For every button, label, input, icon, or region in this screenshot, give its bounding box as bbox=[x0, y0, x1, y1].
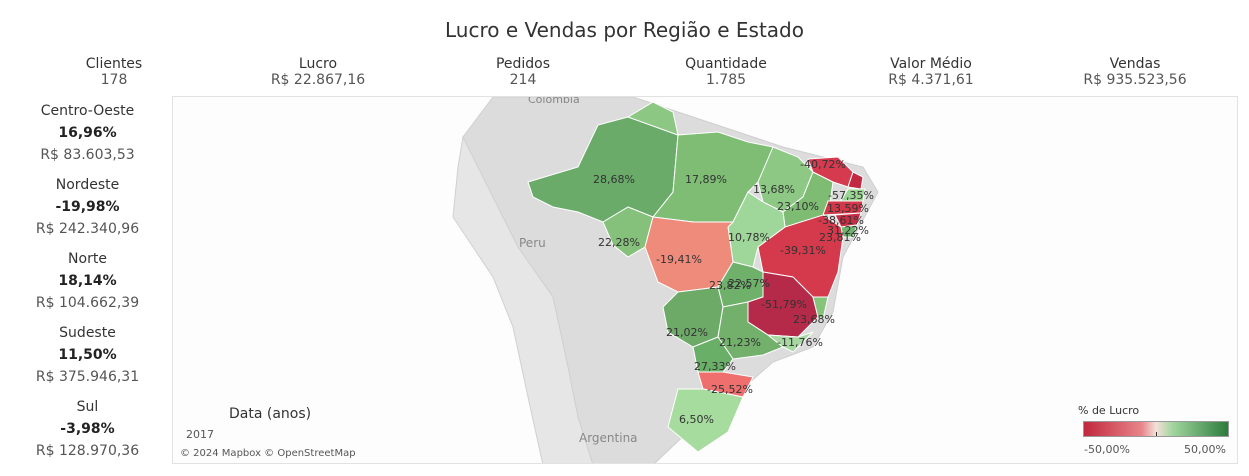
state-label: 10,78% bbox=[728, 231, 770, 244]
legend-gradient-bar bbox=[1083, 421, 1229, 437]
legend-max-label: 50,00% bbox=[1184, 443, 1226, 456]
state-rio-de-janeiro[interactable] bbox=[766, 331, 814, 353]
region-nordeste[interactable]: Nordeste -19,98% R$ 242.340,96 bbox=[0, 174, 175, 240]
legend-min-label: -50,00% bbox=[1084, 443, 1130, 456]
region-sales: R$ 83.603,53 bbox=[40, 147, 135, 163]
state-label: 27,33% bbox=[694, 360, 736, 373]
state-label: 23,82% bbox=[709, 279, 751, 292]
dashboard-title: Lucro e Vendas por Região e Estado bbox=[444, 18, 804, 42]
kpi-label: Lucro bbox=[298, 56, 338, 72]
state-roraima[interactable] bbox=[626, 101, 679, 136]
region-profit-pct: -3,98% bbox=[60, 421, 115, 437]
country-label: Peru bbox=[519, 236, 546, 250]
kpi-value: R$ 22.867,16 bbox=[270, 72, 366, 88]
region-name: Nordeste bbox=[55, 177, 120, 193]
map-canvas[interactable]: Colombia Peru Argentina bbox=[173, 97, 1238, 464]
kpi-vendas: Vendas R$ 935.523,56 bbox=[1035, 56, 1235, 89]
kpi-value: R$ 4.371,61 bbox=[888, 72, 974, 88]
map-attribution[interactable]: © 2024 Mapbox © OpenStreetMap bbox=[180, 448, 356, 459]
profit-color-legend: % de Lucro -50,00% 50,00% bbox=[1078, 404, 1238, 456]
state-labels: 28,68% 17,89% 13,68% -40,72% -57,35% 23,… bbox=[593, 158, 874, 426]
state-label: 6,50% bbox=[679, 413, 714, 426]
kpi-value: 1.785 bbox=[705, 72, 747, 88]
state-label: 21,02% bbox=[666, 326, 708, 339]
country-label: Colombia bbox=[528, 97, 580, 106]
state-label: 22,28% bbox=[598, 236, 640, 249]
state-label: -38,61% bbox=[818, 214, 864, 227]
state-rio-grande-do-sul[interactable] bbox=[667, 388, 744, 453]
year-filter-label: Data (anos) bbox=[229, 406, 312, 422]
legend-title: % de Lucro bbox=[1078, 404, 1140, 417]
kpi-quantidade: Quantidade 1.785 bbox=[626, 56, 826, 89]
state-label: 21,23% bbox=[719, 336, 761, 349]
state-label: 31,22% bbox=[827, 224, 869, 237]
state-label: 23,81% bbox=[819, 231, 861, 244]
state-label: -57,35% bbox=[828, 189, 874, 202]
region-profit-pct: 11,50% bbox=[58, 347, 117, 363]
region-sudeste[interactable]: Sudeste 11,50% R$ 375.946,31 bbox=[0, 322, 175, 388]
kpi-valor-medio: Valor Médio R$ 4.371,61 bbox=[831, 56, 1031, 89]
state-label: 13,68% bbox=[753, 183, 795, 196]
state-espirito-santo[interactable] bbox=[812, 296, 829, 320]
state-label: -19,41% bbox=[656, 253, 702, 266]
kpi-value: 178 bbox=[100, 72, 128, 88]
state-label: 22,57% bbox=[728, 277, 770, 290]
state-label: 28,68% bbox=[593, 173, 635, 186]
region-name: Sul bbox=[76, 399, 99, 415]
state-label: -40,72% bbox=[800, 158, 846, 171]
kpi-label: Vendas bbox=[1109, 56, 1161, 72]
state-label: -51,79% bbox=[761, 298, 807, 311]
state-label: 23,68% bbox=[793, 313, 835, 326]
region-norte[interactable]: Norte 18,14% R$ 104.662,39 bbox=[0, 248, 175, 314]
state-label: 17,89% bbox=[685, 173, 727, 186]
region-name: Centro-Oeste bbox=[40, 103, 135, 119]
year-filter-value[interactable]: 2017 bbox=[186, 428, 214, 441]
kpi-lucro: Lucro R$ 22.867,16 bbox=[218, 56, 418, 89]
region-name: Norte bbox=[68, 251, 107, 267]
state-label: 23,10% bbox=[777, 200, 819, 213]
region-name: Sudeste bbox=[59, 325, 116, 341]
legend-midpoint-tick bbox=[1156, 432, 1157, 436]
region-profit-pct: 18,14% bbox=[58, 273, 117, 289]
state-label: 13,59% bbox=[827, 202, 869, 215]
region-sales: R$ 128.970,36 bbox=[35, 443, 140, 459]
region-sales: R$ 104.662,39 bbox=[35, 295, 140, 311]
kpi-value: R$ 935.523,56 bbox=[1083, 72, 1187, 88]
region-sul[interactable]: Sul -3,98% R$ 128.970,36 bbox=[0, 396, 175, 462]
andes-region bbox=[452, 135, 593, 463]
region-centro-oeste[interactable]: Centro-Oeste 16,96% R$ 83.603,53 bbox=[0, 100, 175, 166]
region-sales: R$ 375.946,31 bbox=[35, 369, 140, 385]
brazil-profit-map[interactable]: Colombia Peru Argentina bbox=[172, 96, 1238, 464]
region-profit-pct: -19,98% bbox=[55, 199, 120, 215]
kpi-label: Pedidos bbox=[495, 56, 551, 72]
region-sales: R$ 242.340,96 bbox=[35, 221, 140, 237]
region-profit-pct: 16,96% bbox=[58, 125, 117, 141]
kpi-value: 214 bbox=[509, 72, 537, 88]
state-label: -25,52% bbox=[707, 383, 753, 396]
kpi-label: Valor Médio bbox=[890, 56, 972, 72]
state-label: -11,76% bbox=[777, 336, 823, 349]
kpi-label: Clientes bbox=[85, 56, 143, 72]
country-label: Argentina bbox=[579, 431, 638, 445]
kpi-pedidos: Pedidos 214 bbox=[423, 56, 623, 89]
state-label: -39,31% bbox=[780, 244, 826, 257]
kpi-clientes: Clientes 178 bbox=[14, 56, 214, 89]
kpi-label: Quantidade bbox=[685, 56, 767, 72]
state-parana[interactable] bbox=[692, 336, 734, 373]
